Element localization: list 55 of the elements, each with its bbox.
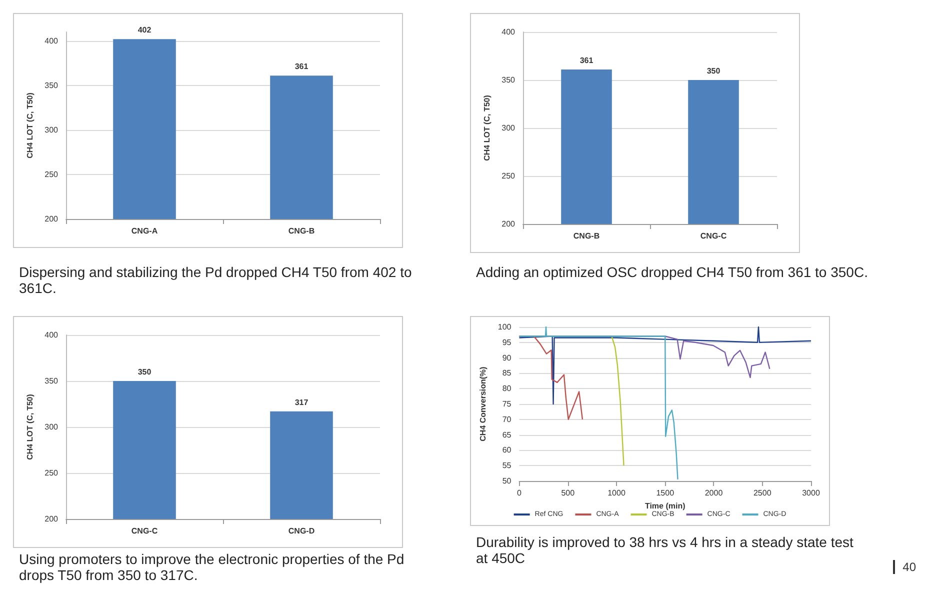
y-tick-label: 80 bbox=[502, 384, 512, 394]
y-tick-label: 250 bbox=[44, 170, 59, 179]
text: Durability is improved to 38 hrs vs 4 hrs in a steady state test at 450C bbox=[476, 534, 854, 566]
y-tick-label: 55 bbox=[502, 461, 512, 470]
y-tick-label: 85 bbox=[502, 368, 512, 378]
x-tick-label: 1500 bbox=[656, 488, 675, 498]
x-axis-title: Time (min) bbox=[644, 501, 686, 510]
y-tick-label: 50 bbox=[502, 476, 512, 486]
y-tick-label: 300 bbox=[44, 125, 59, 134]
y-tick-label: 350 bbox=[44, 80, 59, 90]
x-tick-label: 500 bbox=[561, 488, 576, 498]
data-label: 361 bbox=[580, 56, 594, 65]
y-tick-label: 75 bbox=[502, 400, 512, 408]
y-tick-label: 250 bbox=[44, 468, 59, 478]
line-series bbox=[518, 326, 678, 480]
data-label: 350 bbox=[706, 66, 721, 76]
y-tick-label: 400 bbox=[502, 28, 516, 36]
data-label: 402 bbox=[138, 26, 152, 35]
y-tick-label: 350 bbox=[44, 376, 59, 386]
y-tick-label: 400 bbox=[44, 330, 59, 340]
y-axis-title: CH4 LOT (C, T50) bbox=[482, 94, 492, 161]
x-tick-label: CNG-B bbox=[288, 226, 315, 236]
x-tick-label: 1000 bbox=[608, 488, 626, 498]
y-tick-label: 200 bbox=[44, 214, 59, 224]
text: 40 bbox=[892, 560, 916, 574]
y-tick-label: 70 bbox=[502, 414, 512, 424]
y-tick-label: 200 bbox=[44, 514, 59, 524]
y-tick-label: 300 bbox=[502, 124, 516, 132]
x-tick-label: 3000 bbox=[802, 488, 820, 498]
y-axis-title: CH4 LOT (C, T50) bbox=[25, 394, 34, 460]
x-tick-label: CNG-A bbox=[131, 226, 158, 236]
x-tick-label: CNG-C bbox=[700, 232, 727, 240]
data-label: 361 bbox=[294, 62, 309, 72]
y-tick-label: 250 bbox=[502, 172, 516, 180]
y-axis-title: CH4 LOT (C, T50) bbox=[25, 92, 34, 158]
y-tick-label: 95 bbox=[502, 338, 512, 347]
line-series bbox=[518, 326, 812, 405]
y-tick-label: 350 bbox=[502, 76, 516, 84]
y-tick-label: 200 bbox=[502, 220, 516, 228]
y-tick-label: 100 bbox=[498, 322, 512, 332]
y-tick-label: 65 bbox=[502, 430, 512, 440]
x-tick-label: CNG-B bbox=[573, 232, 600, 240]
x-tick-label: 0 bbox=[517, 488, 522, 498]
y-tick-label: 300 bbox=[44, 422, 59, 432]
data-label: 350 bbox=[138, 368, 152, 376]
text: Adding an optimized OSC dropped CH4 T50 from 361 to 350C. bbox=[476, 264, 869, 280]
x-tick-label: 2000 bbox=[704, 488, 724, 498]
y-axis-title: CH4 Conversion(%) bbox=[478, 366, 488, 442]
text: Dispersing and stabilizing the Pd dropped CH4 T50 from 402 to 361C. bbox=[19, 264, 413, 296]
y-tick-label: 90 bbox=[502, 353, 512, 362]
data-label: 317 bbox=[294, 398, 309, 407]
text: Using promoters to improve the electronic properties of the Pd drops T50 from 350 to 317C. bbox=[19, 551, 406, 583]
y-tick-label: 400 bbox=[44, 36, 59, 46]
y-tick-label: 60 bbox=[502, 446, 512, 455]
x-tick-label: 2500 bbox=[753, 488, 772, 498]
